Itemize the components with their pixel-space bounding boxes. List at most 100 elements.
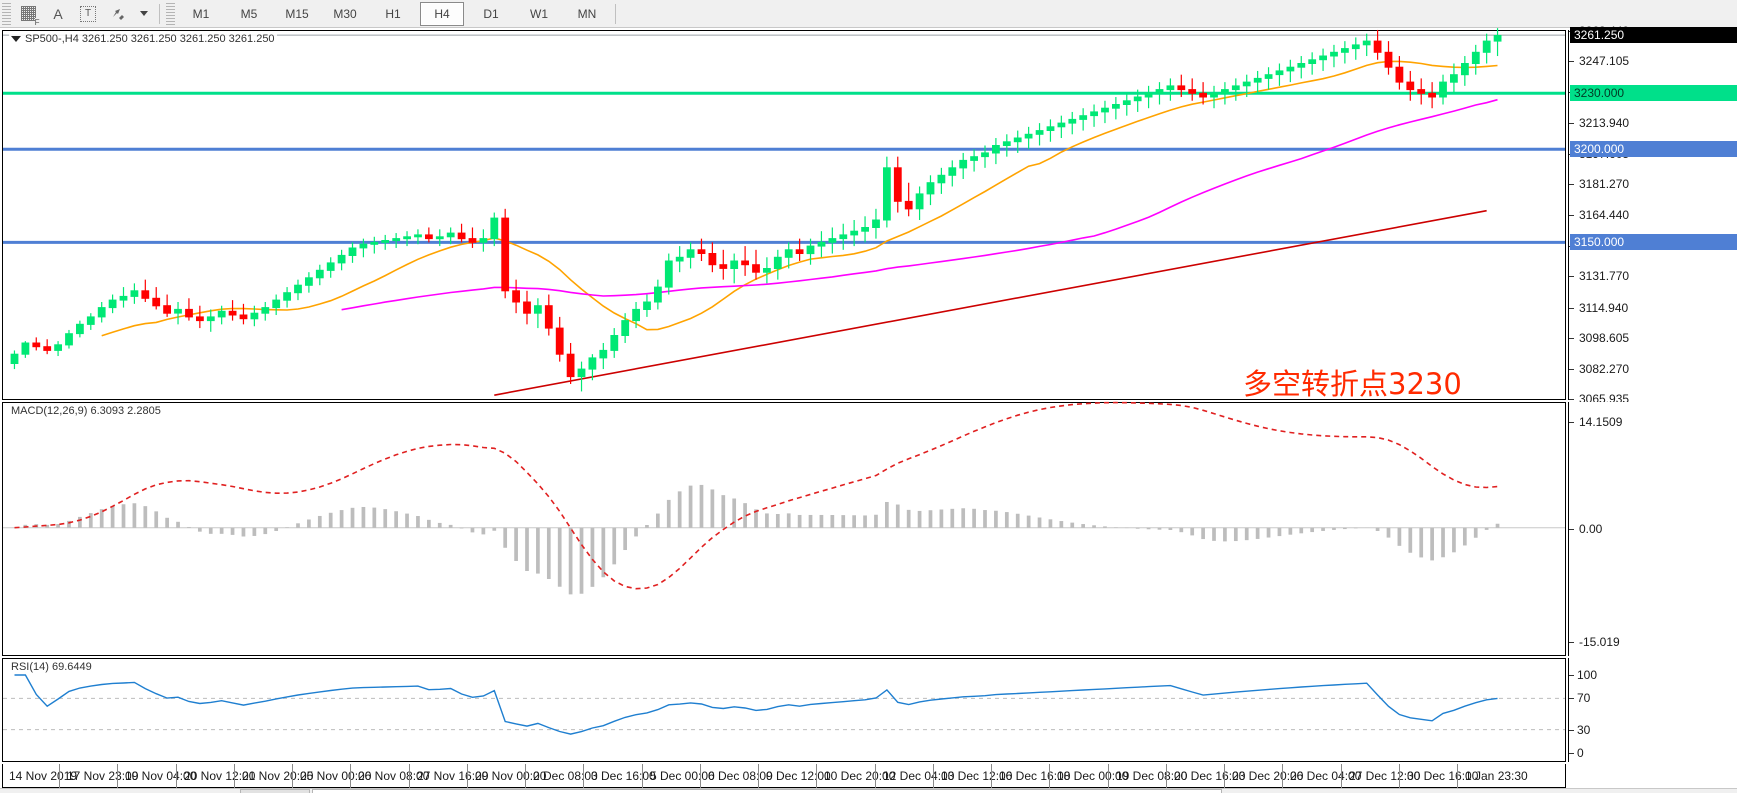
rsi-label: RSI(14) 69.6449 bbox=[9, 661, 94, 673]
time-label: 30 Dec 16:00 bbox=[1407, 769, 1479, 783]
time-label: 12 Dec 04:00 bbox=[883, 769, 955, 783]
price-tick: 3181.270 bbox=[1569, 177, 1629, 191]
time-label: 26 Dec 04:00 bbox=[1290, 769, 1362, 783]
status-tab-1[interactable] bbox=[240, 789, 310, 793]
price-tick: 3098.605 bbox=[1569, 331, 1629, 345]
text-A-icon[interactable]: A bbox=[53, 5, 63, 22]
rsi-scale[interactable]: 100 70 30 0 bbox=[1568, 658, 1737, 762]
toolbar-grip[interactable] bbox=[2, 2, 11, 25]
time-separator bbox=[1282, 764, 1283, 788]
price-tag-blue: 3150.000 bbox=[1570, 234, 1737, 251]
price-tick: 3247.105 bbox=[1569, 54, 1629, 68]
macd-tick: 14.1509 bbox=[1569, 415, 1622, 429]
toolbar-divider bbox=[159, 3, 160, 24]
timeframe-mn[interactable]: MN bbox=[577, 6, 597, 21]
time-separator bbox=[1399, 764, 1400, 788]
status-bar bbox=[0, 788, 1737, 793]
time-separator bbox=[1224, 764, 1225, 788]
timeframe-d1[interactable]: D1 bbox=[483, 6, 499, 21]
chart-annotation: 多空转折点3230 bbox=[1243, 367, 1462, 401]
macd-plot bbox=[3, 401, 1565, 595]
time-label: 14 Nov 2019 bbox=[9, 769, 78, 783]
timeframe-h1[interactable]: H1 bbox=[385, 6, 401, 21]
timeframe-grip[interactable] bbox=[166, 2, 175, 25]
time-label: 25 Nov 00:00 bbox=[300, 769, 372, 783]
rsi-tick: 70 bbox=[1569, 691, 1590, 705]
macd-label: MACD(12,26,9) 6.3093 2.2805 bbox=[9, 405, 163, 417]
time-separator bbox=[1049, 764, 1050, 788]
time-separator bbox=[1341, 764, 1342, 788]
time-separator bbox=[1108, 764, 1109, 788]
timeframe-m1[interactable]: M1 bbox=[192, 6, 210, 21]
time-separator bbox=[1457, 764, 1458, 788]
time-label: 9 Dec 12:00 bbox=[766, 769, 831, 783]
timeframe-group: M1 M5 M15 M30 H1 H4 D1 W1 MN bbox=[177, 1, 611, 26]
timeframe-m5[interactable]: M5 bbox=[240, 6, 258, 21]
time-separator bbox=[583, 764, 584, 788]
rsi-tick: 30 bbox=[1569, 723, 1590, 737]
price-tick: 3131.770 bbox=[1569, 269, 1629, 283]
time-label: 19 Nov 04:00 bbox=[125, 769, 197, 783]
time-separator bbox=[409, 764, 410, 788]
price-tag-green: 3230.000 bbox=[1570, 85, 1737, 102]
price-chart-pane[interactable]: SP500-,H4 3261.250 3261.250 3261.250 326… bbox=[2, 28, 1566, 401]
text-box-icon[interactable]: T bbox=[73, 2, 103, 26]
chevron-down-icon[interactable] bbox=[133, 2, 155, 26]
time-separator bbox=[700, 764, 701, 788]
time-label: 18 Dec 00:00 bbox=[1057, 769, 1129, 783]
time-separator bbox=[525, 764, 526, 788]
macd-tick: -15.019 bbox=[1569, 635, 1620, 649]
rsi-tick: 0 bbox=[1569, 746, 1584, 760]
time-separator bbox=[176, 764, 177, 788]
time-label: 29 Nov 00:00 bbox=[475, 769, 547, 783]
rsi-pane[interactable]: RSI(14) 69.6449 bbox=[2, 658, 1566, 762]
crosshair-fill-icon[interactable] bbox=[13, 2, 43, 27]
time-label: 20 Nov 12:00 bbox=[184, 769, 256, 783]
symbol-label: SP500-,H4 3261.250 3261.250 3261.250 326… bbox=[9, 33, 277, 45]
rsi-plot bbox=[3, 674, 1565, 735]
time-scale[interactable]: 14 Nov 2019 17 Nov 23:00 19 Nov 04:00 20 No… bbox=[2, 764, 1566, 788]
time-label: 26 Nov 08:00 bbox=[358, 769, 430, 783]
time-label: 17 Nov 23:00 bbox=[67, 769, 139, 783]
time-label: 23 Dec 20:00 bbox=[1232, 769, 1304, 783]
time-label: 20 Dec 16:00 bbox=[1174, 769, 1246, 783]
timeframe-w1[interactable]: W1 bbox=[530, 6, 548, 21]
main-toolbar: A T M1 M5 M15 M30 H1 H4 D1 W1 MN bbox=[0, 0, 1737, 28]
time-separator bbox=[1166, 764, 1167, 788]
price-tick: 3213.940 bbox=[1569, 116, 1629, 130]
rsi-tick: 100 bbox=[1569, 668, 1597, 682]
chevron-down-icon[interactable] bbox=[11, 36, 21, 43]
price-scale[interactable]: 3263.4403247.1053230.7703213.9403197.605… bbox=[1568, 24, 1737, 406]
time-label: 27 Dec 12:00 bbox=[1349, 769, 1421, 783]
macd-pane[interactable]: MACD(12,26,9) 6.3093 2.2805 bbox=[2, 401, 1566, 656]
status-tab-2[interactable] bbox=[312, 789, 1222, 793]
time-separator bbox=[758, 764, 759, 788]
time-separator bbox=[234, 764, 235, 788]
time-label: 2 Dec 08:00 bbox=[533, 769, 598, 783]
time-label: 27 Nov 16:00 bbox=[417, 769, 489, 783]
time-separator bbox=[467, 764, 468, 788]
timeframe-h4[interactable]: H4 bbox=[420, 1, 464, 26]
time-label: 16 Dec 16:00 bbox=[999, 769, 1071, 783]
time-label: 1 Jan 23:30 bbox=[1465, 769, 1528, 783]
time-separator bbox=[933, 764, 934, 788]
time-separator bbox=[292, 764, 293, 788]
time-label: 3 Dec 16:00 bbox=[591, 769, 656, 783]
macd-tick: 0.00 bbox=[1569, 522, 1602, 536]
time-separator bbox=[350, 764, 351, 788]
time-separator bbox=[875, 764, 876, 788]
time-label: 19 Dec 08:00 bbox=[1116, 769, 1188, 783]
time-label: 5 Dec 00:00 bbox=[650, 769, 715, 783]
price-tick: 3114.940 bbox=[1569, 301, 1628, 315]
price-tick: 3164.440 bbox=[1569, 208, 1629, 222]
price-tick: 3082.270 bbox=[1569, 362, 1629, 376]
timeframe-m15[interactable]: M15 bbox=[285, 6, 309, 21]
time-label: 10 Dec 20:00 bbox=[824, 769, 896, 783]
macd-scale[interactable]: 14.1509 0.00 -15.019 bbox=[1568, 402, 1737, 656]
time-separator bbox=[991, 764, 992, 788]
time-label: 13 Dec 12:00 bbox=[941, 769, 1013, 783]
objects-icon[interactable] bbox=[103, 2, 133, 26]
price-plot bbox=[3, 28, 1565, 396]
timeframe-m30[interactable]: M30 bbox=[333, 6, 357, 21]
